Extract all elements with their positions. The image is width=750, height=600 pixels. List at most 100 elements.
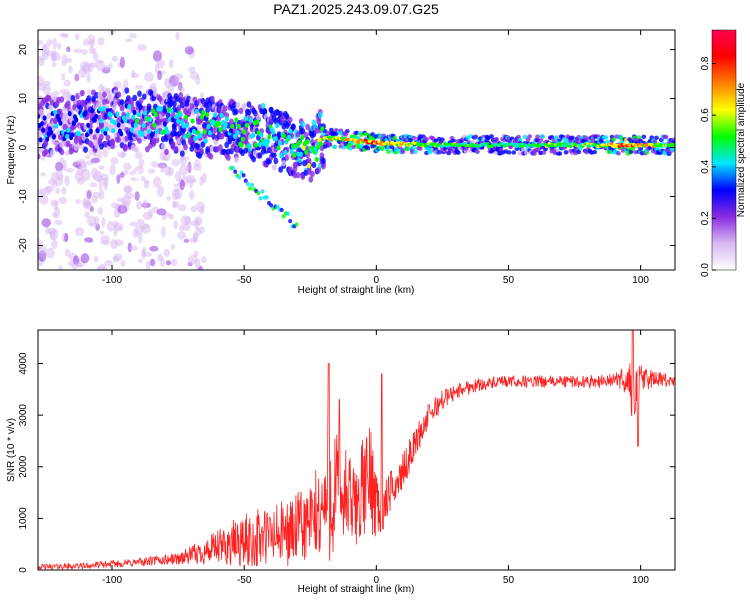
colorbar-tick-label: 0.6 [700,108,711,122]
spectrogram-noise-blob [136,200,143,210]
spectrogram-noise-blob [188,190,195,200]
spectrogram-noise-blob [80,162,88,173]
spectrogram-cell [474,149,480,154]
spectrogram-noise-blob [104,259,113,267]
spectrogram-core-cell [243,115,248,122]
spectrogram-noise-blob [190,205,198,213]
spectrogram-y-tick-label: 0 [18,144,29,150]
spectrogram-cell [417,146,423,151]
spectrogram-tail-cell [294,222,299,227]
spectrogram-tail-cell [260,189,265,194]
spectrogram-noise-blob [53,206,61,219]
spectrogram-noise-blob [106,220,115,232]
spectrogram-noise-blob [62,159,68,172]
spectrogram-core-cell [255,119,260,125]
spectrogram-tail-cell [279,207,284,213]
spectrogram-y-tick-label: -20 [18,238,29,253]
spectrogram-noise-blob [167,166,174,177]
spectrogram-noise-blob [86,89,93,97]
spectrogram-cell [590,138,596,143]
spectrogram-noise-blob [50,239,58,250]
spectrogram-core-cell [201,109,206,116]
spectrogram-core-cell [125,112,130,118]
spectrogram-cell [309,170,315,178]
spectrogram-noise-blob [183,156,190,161]
spectrogram-core-cell [178,112,183,118]
spectrogram-cell [122,144,128,151]
spectrogram-cell [351,144,356,149]
spectrogram-cell [392,135,398,141]
spectrogram-cell [321,163,326,170]
spectrogram-noise-blob [116,174,121,184]
spectrogram-x-axis-label: Height of straight line (km) [298,285,415,296]
spectrogram-core-cell [213,112,218,118]
spectrogram-noise-blob [125,38,133,43]
spectrogram-core-cell [275,123,280,129]
spectrogram-cell [535,134,540,139]
spectrogram-noise-blob [185,164,191,172]
spectrogram-noise-blob [90,157,101,164]
spectrogram-tail-cell [247,186,252,191]
spectrogram-core-cell [132,109,137,115]
spectrogram-core-cell [45,136,50,142]
spectrogram-noise-blob [91,167,99,180]
spectrogram-core-cell [84,132,89,138]
spectrogram-noise-blob [168,58,174,69]
spectrogram-core-cell [108,112,113,118]
spectrogram-noise-blob [152,50,163,62]
spectrogram-noise-blob [38,246,48,254]
spectrogram-cell [38,131,42,138]
spectrogram-core-cell [67,111,72,117]
spectrogram-noise-blob [89,62,97,68]
spectrogram-cell [137,137,142,144]
spectrogram-tail-cell [286,211,291,216]
spectrogram-core-cell [230,123,235,129]
spectrogram-core-cell [247,143,252,149]
spectrogram-core-cell [301,144,306,151]
spectrogram-cell [91,95,96,103]
spectrogram-x-tick-label: -50 [237,275,252,286]
spectrogram-cell [246,109,252,116]
spectrogram-noise-blob [187,254,197,265]
spectrogram-noise-blob [92,51,99,62]
spectrogram-cell [154,132,160,139]
spectrogram-core-cell [259,132,264,138]
spectrogram-noise-blob [74,73,80,82]
spectrogram-noise-blob [74,171,84,182]
spectrogram-cell [152,90,158,97]
spectrogram-noise-blob [157,253,164,262]
snr-y-ticks: 0 1000 2000 3000 4000 [18,352,675,573]
spectrogram-cell [195,143,201,151]
spectrogram-noise-blob [97,174,103,184]
spectrogram-noise-blob [183,238,190,243]
spectrogram-cell [105,87,111,95]
spectrogram-cell [225,154,231,161]
spectrogram-core-cell [265,138,270,145]
snr-x-axis-label: Height of straight line (km) [298,584,415,595]
spectrogram-noise-blob [89,182,98,188]
spectrogram-y-tick-label: 20 [18,44,29,56]
spectrogram-cell [170,141,176,148]
spectrogram-noise-blob [67,65,73,74]
spectrogram-core-cell [224,116,229,122]
snr-frame [37,329,676,571]
spectrogram-core-cell [287,134,292,140]
spectrogram-core-cell [297,139,302,145]
spectrogram-core-cell [116,122,121,128]
spectrogram-core-cell [306,162,311,169]
spectrogram-cell [154,136,160,144]
spectrogram-noise-blob [87,34,96,45]
spectrogram-cell [365,145,371,151]
spectrogram-cell [222,105,228,112]
spectrogram-cell [455,150,461,155]
spectrogram-tail-cell [258,196,263,201]
spectrogram-noise-blob [195,228,202,237]
spectrogram-noise-blob [149,258,156,267]
spectrogram-noise-blob [114,239,124,247]
spectrogram-cell [541,150,547,155]
spectrogram-core-cell [185,122,190,128]
spectrogram-cell [328,127,334,133]
spectrogram-cell [173,145,179,153]
spectrogram-cell [229,118,234,125]
spectrogram-cell [343,132,349,137]
